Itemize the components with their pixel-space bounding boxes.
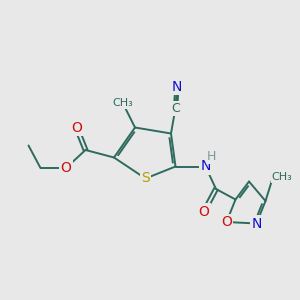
Text: O: O [221,215,232,229]
Text: O: O [61,161,71,175]
Text: N: N [251,217,262,230]
Text: N: N [200,160,211,173]
Text: O: O [199,205,209,218]
Text: O: O [71,121,82,134]
Text: CH₃: CH₃ [272,172,292,182]
Text: H: H [207,149,216,163]
Text: S: S [141,172,150,185]
Text: N: N [172,80,182,94]
Text: CH₃: CH₃ [112,98,134,109]
Text: C: C [171,101,180,115]
